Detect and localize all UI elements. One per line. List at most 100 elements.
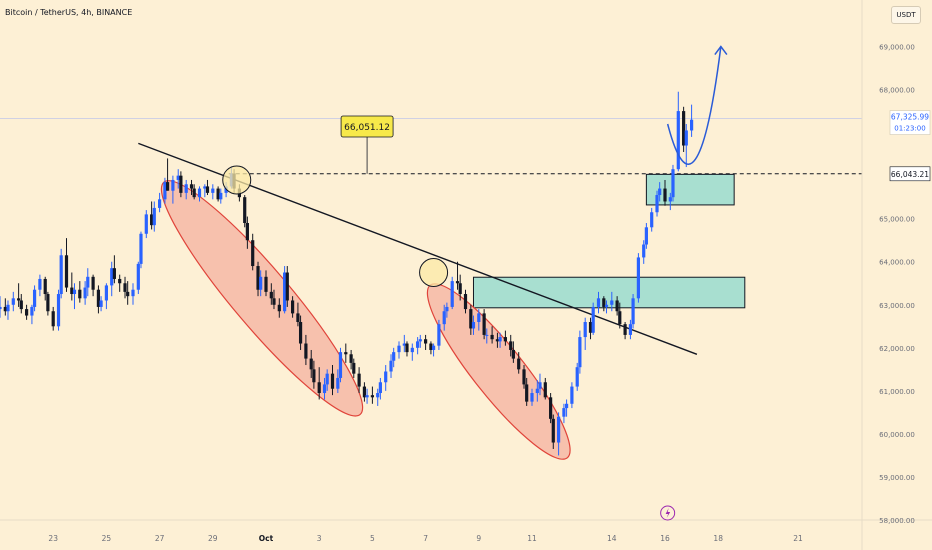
decline-ellipse (160, 180, 364, 417)
candle-body (522, 369, 526, 385)
candle-body (322, 384, 327, 394)
x-tick-label: 11 (527, 534, 537, 543)
candle-body (144, 214, 148, 234)
candle-body (424, 339, 428, 344)
zone-box (645, 173, 735, 206)
candle-body (309, 358, 313, 370)
candle-body (118, 278, 122, 284)
currency-badge[interactable]: USDT (891, 6, 921, 24)
current-price-box (889, 110, 931, 135)
candle-body (564, 403, 569, 409)
callout-box (340, 115, 394, 138)
candle-body (575, 367, 579, 387)
candle-body (192, 188, 196, 198)
annotation-overlays: 66,051.12 (222, 45, 728, 287)
candles (0, 91, 694, 456)
current-price-label: 67,325.99 (891, 113, 929, 122)
candle-body (104, 285, 108, 301)
lightning-icon (665, 508, 671, 518)
candle-body (610, 300, 614, 305)
candle-body (11, 298, 15, 305)
candle-body (690, 119, 694, 131)
candle-body (642, 244, 646, 258)
candle-body (245, 223, 249, 241)
candle-body (445, 306, 449, 312)
candle-body (517, 358, 521, 370)
candle-body (631, 298, 635, 325)
candle-body (189, 184, 194, 189)
candle-body (72, 289, 77, 295)
candle-body (410, 347, 414, 353)
y-tick-label: 59,000.00 (879, 474, 915, 482)
candle-body (251, 240, 255, 267)
candle-body (139, 233, 143, 264)
candle-body (636, 257, 640, 299)
zone-box (472, 276, 746, 309)
candle-body (525, 384, 529, 402)
candle-body (51, 311, 55, 327)
candle-body (325, 373, 329, 385)
candle-body (477, 313, 481, 322)
candle-body (32, 289, 37, 307)
x-tick-label: 7 (423, 534, 428, 543)
y-tick-label: 64,000.00 (879, 259, 915, 267)
candle-body (38, 278, 42, 290)
candle-body (538, 382, 542, 389)
candle-body (402, 343, 406, 346)
projection-arrow (666, 46, 722, 166)
candle-body (455, 281, 460, 284)
candle-body (176, 175, 180, 180)
candle-body (264, 276, 268, 292)
projection-arrow-head (714, 45, 728, 55)
candle-body (389, 360, 393, 372)
candle-body (285, 272, 289, 301)
candle-body (0, 306, 2, 310)
x-tick-label: 5 (370, 534, 375, 543)
candle-body (136, 263, 140, 290)
candle-body (184, 184, 188, 193)
x-tick-label: 18 (713, 534, 723, 543)
x-tick-label: 21 (793, 534, 803, 543)
candle-body (392, 352, 396, 361)
y-tick-label: 63,000.00 (879, 302, 915, 310)
candle-body (3, 306, 7, 312)
candle-body (59, 255, 63, 295)
candle-body (668, 197, 672, 202)
candle-body (312, 369, 316, 383)
x-tick-label: 9 (476, 534, 481, 543)
candle-body (352, 362, 356, 374)
candle-body (86, 276, 90, 288)
candle-body (298, 322, 303, 344)
candle-body (269, 291, 273, 299)
candle-body (535, 388, 539, 394)
candle-body (469, 309, 473, 329)
candle-body (557, 416, 561, 443)
candle-body (684, 130, 688, 146)
x-tick-label: Oct (259, 534, 274, 543)
candle-body (644, 227, 648, 245)
candle-body (17, 298, 21, 301)
candle-body (562, 408, 566, 417)
candle-body (203, 186, 207, 189)
candle-body (663, 188, 667, 202)
candle-body (376, 393, 380, 398)
candle-body (112, 268, 116, 279)
y-tick-label: 61,000.00 (879, 388, 915, 396)
candle-body (19, 300, 23, 310)
candle-body (171, 179, 175, 191)
candle-body (179, 175, 183, 193)
candle-body (511, 349, 515, 359)
candle-body (437, 324, 441, 346)
highlight-circle (419, 258, 449, 287)
candle-body (165, 182, 170, 191)
candle-body (623, 324, 627, 335)
candle-body (91, 276, 95, 290)
candle-body (671, 169, 675, 198)
candle-body (498, 337, 502, 342)
x-tick-label: 23 (48, 534, 58, 543)
decline-ellipses (160, 180, 571, 460)
candle-body (418, 339, 422, 342)
